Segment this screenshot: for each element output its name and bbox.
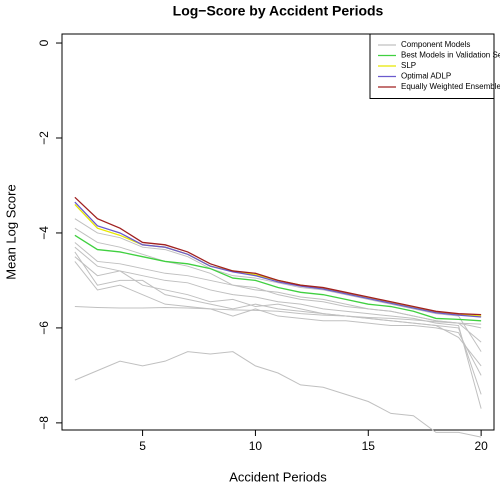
y-tick-label: 0 bbox=[37, 39, 51, 46]
plot-frame bbox=[61, 33, 495, 431]
data-line bbox=[74, 234, 482, 322]
data-line bbox=[74, 246, 482, 409]
legend-label: Best Models in Validation Set bbox=[401, 51, 500, 60]
legend-label: Component Models bbox=[401, 40, 470, 49]
y-tick-label: −8 bbox=[37, 416, 51, 430]
y-tick-label: −2 bbox=[37, 131, 51, 145]
x-tick-label: 5 bbox=[139, 439, 146, 453]
data-line bbox=[74, 204, 482, 317]
data-line bbox=[74, 227, 482, 343]
data-line bbox=[74, 256, 482, 367]
legend-label: SLP bbox=[401, 61, 416, 70]
y-tick-label: −6 bbox=[37, 321, 51, 335]
x-axis-label: Accident Periods bbox=[229, 469, 327, 484]
legend-label: Optimal ADLP bbox=[401, 72, 451, 81]
x-tick-label: 20 bbox=[474, 439, 488, 453]
data-line bbox=[74, 351, 482, 438]
data-line bbox=[74, 218, 482, 352]
data-line bbox=[74, 201, 482, 318]
x-tick-label: 10 bbox=[249, 439, 263, 453]
y-axis-label: Mean Log Score bbox=[3, 184, 18, 279]
y-tick-label: −4 bbox=[37, 226, 51, 240]
x-tick-label: 15 bbox=[362, 439, 376, 453]
data-line bbox=[74, 306, 482, 325]
chart-title: Log−Score by Accident Periods bbox=[173, 3, 384, 19]
data-line bbox=[74, 196, 482, 316]
data-line bbox=[74, 261, 482, 376]
legend-label: Equally Weighted Ensemble bbox=[401, 82, 500, 91]
